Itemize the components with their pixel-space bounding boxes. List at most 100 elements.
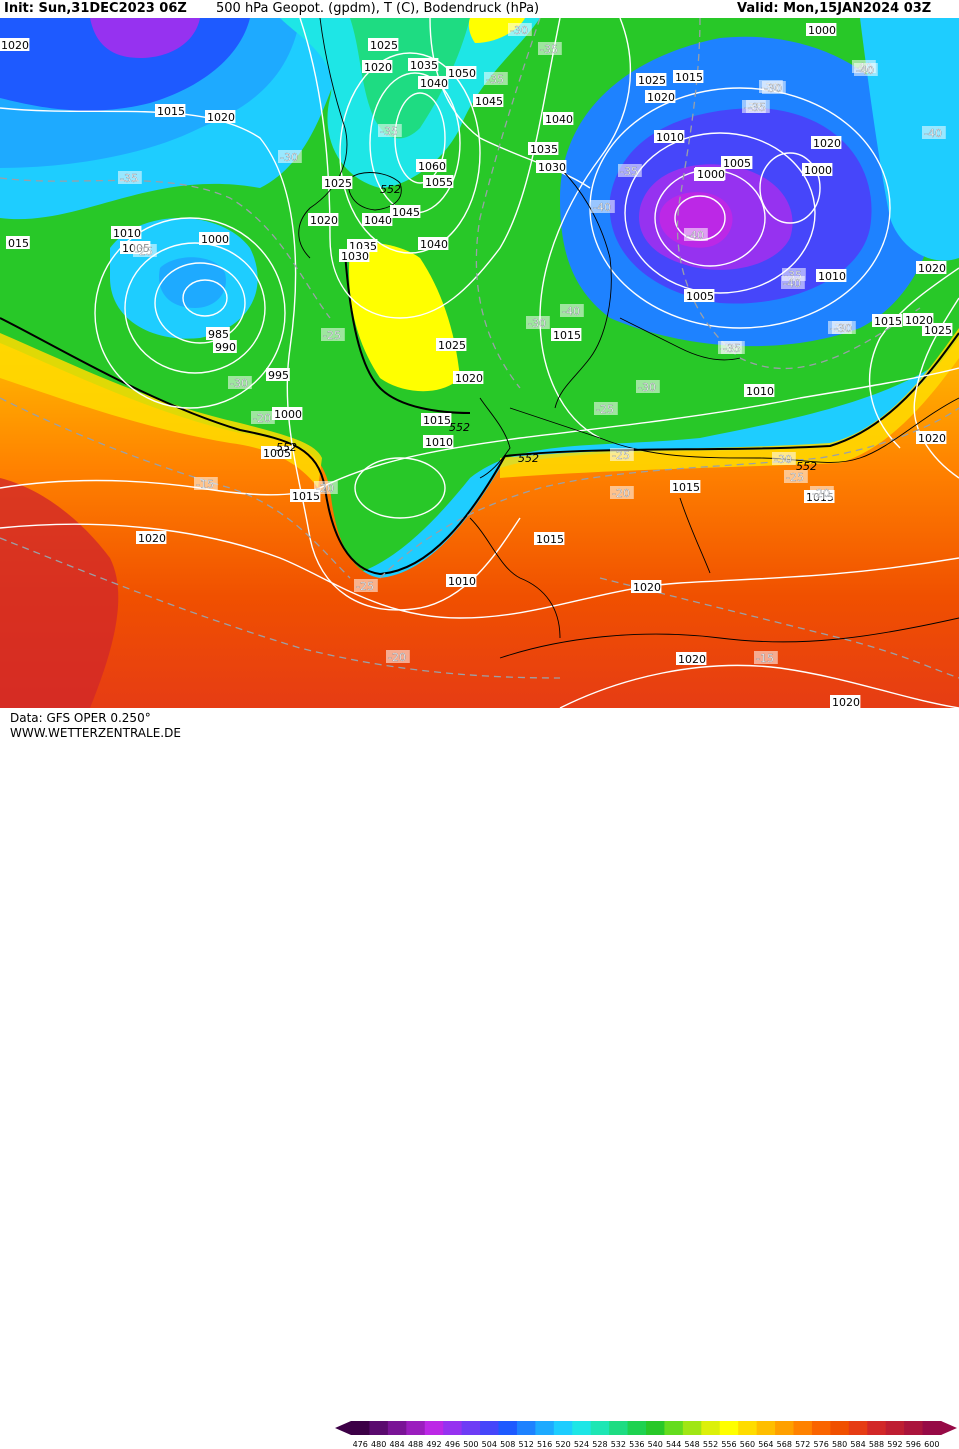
pressure-label-text: 1045 [475, 95, 503, 108]
field-yellow-tongue [349, 242, 460, 392]
temperature-label-box [832, 321, 856, 334]
field-cyan-ne [860, 18, 959, 261]
pressure-label-box [551, 328, 582, 341]
pressure-label-box [206, 327, 230, 340]
temperature-label-box [721, 341, 745, 354]
pressure-label: 1040 [362, 213, 393, 227]
temperature-label: -25 [133, 244, 157, 258]
temperature-label: -40 [591, 200, 615, 214]
temperature-label-box [594, 402, 618, 415]
pressure-label-box [830, 695, 861, 708]
pressure-label-box [155, 104, 186, 117]
map-header: Init: Sun,31DEC2023 06Z 500 hPa Geopot. … [0, 0, 959, 18]
pressure-label: 1000 [199, 232, 230, 246]
geopotential-label: 552 [796, 460, 817, 473]
geopotential-label-text: 552 [518, 452, 539, 465]
isobar-low-west-3 [124, 242, 266, 374]
pressure-label-box [408, 58, 439, 71]
map-footer: Data: GFS OPER 0.250° WWW.WETTERZENTRALE… [0, 708, 959, 1449]
pressure-label-box [368, 38, 399, 51]
pressure-label-box [811, 136, 842, 149]
temperature-label: -25 [784, 470, 808, 484]
pressure-label: 1000 [806, 23, 837, 37]
pressure-label: 1040 [418, 76, 449, 90]
pressure-label-text: 1030 [341, 250, 369, 263]
pressure-label-text: 1045 [392, 206, 420, 219]
pressure-label-box [673, 70, 704, 83]
temperature-label-box [591, 200, 615, 213]
temperature-label-box [762, 81, 786, 94]
pressure-label: 1040 [418, 237, 449, 251]
pressure-label: 1040 [543, 112, 574, 126]
isotherm-1 [0, 177, 331, 319]
temperature-label-text: -30 [528, 317, 546, 330]
temperature-label: -35 [746, 100, 770, 114]
pressure-label: 1015 [534, 532, 565, 546]
colorbar: 476 480 484 488 492 496 500 504 508 512 516 520 524 5… [335, 1421, 957, 1449]
temperature-label-box [118, 171, 142, 184]
temperature-label: -35 [118, 171, 142, 185]
temperature-label-text: -35 [748, 101, 766, 114]
isobar-1020-south [0, 523, 959, 619]
pressure-label-text: 1020 [832, 696, 860, 708]
temperature-label: -35 [618, 164, 642, 178]
pressure-label-box [806, 23, 837, 36]
colorbar-swatch [627, 1421, 647, 1435]
temperature-label-text: -25 [596, 403, 614, 416]
temperature-label-box [508, 23, 532, 36]
website-credit: WWW.WETTERZENTRALE.DE [10, 726, 181, 740]
pressure-label-text: 1040 [420, 77, 448, 90]
colorbar-swatch [461, 1421, 481, 1435]
colorbar-tick-label: 592 [887, 1440, 902, 1449]
colorbar-tick-label: 552 [703, 1440, 718, 1449]
temperature-label-text: -35 [486, 73, 504, 86]
pressure-label: 1000 [802, 163, 833, 177]
temperature-label-box [278, 150, 302, 163]
pressure-label-box [418, 76, 449, 89]
temperature-label-text: -40 [924, 127, 942, 140]
pressure-label-box [916, 431, 947, 444]
isotherm-2 [0, 397, 351, 579]
colorbar-tick-label: 580 [832, 1440, 847, 1449]
colorbar-tick-label: 532 [611, 1440, 626, 1449]
pressure-label-box [453, 371, 484, 384]
temperature-label-box [321, 328, 345, 341]
field-yellow-band [0, 333, 322, 488]
colorbar-tick-label: 588 [869, 1440, 884, 1449]
pressure-label: 1020 [676, 652, 707, 666]
pressure-label-text: 1020 [905, 314, 933, 327]
colorbar-swatch [387, 1421, 407, 1435]
pressure-label-box [322, 176, 353, 189]
temperature-label: -25 [594, 402, 618, 416]
temperature-label-box [922, 126, 946, 139]
pressure-label-text: 1020 [678, 653, 706, 666]
coast-scandinavia [554, 167, 612, 409]
pressure-label-box [136, 531, 167, 544]
field-red-sw [0, 478, 119, 708]
pressure-label-text: 1015 [675, 71, 703, 84]
pressure-label-box [903, 313, 934, 326]
pressure-label: 1050 [446, 66, 477, 80]
isobar-low-east-3 [624, 132, 816, 294]
pressure-label-text: 1040 [420, 238, 448, 251]
temperature-label-box [854, 63, 878, 76]
temperature-label-box [781, 276, 805, 289]
temperature-label-text: -25 [786, 471, 804, 484]
pressure-label-box [636, 73, 667, 86]
colorbar-tick-label: 480 [371, 1440, 386, 1449]
temperature-label: -30 [832, 321, 856, 335]
field-violet-west [90, 18, 200, 58]
temperature-label-text: -35 [620, 165, 638, 178]
pressure-label-box [654, 130, 685, 143]
isobar-low-west-4 [94, 217, 286, 409]
pressure-label: 995 [266, 368, 290, 382]
temperature-label: -40 [560, 304, 584, 318]
geopotential-label: 552 [276, 441, 297, 454]
isotherm-6 [0, 537, 561, 679]
pressure-label-text: 1015 [874, 315, 902, 328]
pressure-label: 1020 [136, 531, 167, 545]
pressure-label: 1030 [536, 160, 567, 174]
pressure-label-text: 1010 [113, 227, 141, 240]
temperature-label-text: -20 [316, 482, 334, 495]
